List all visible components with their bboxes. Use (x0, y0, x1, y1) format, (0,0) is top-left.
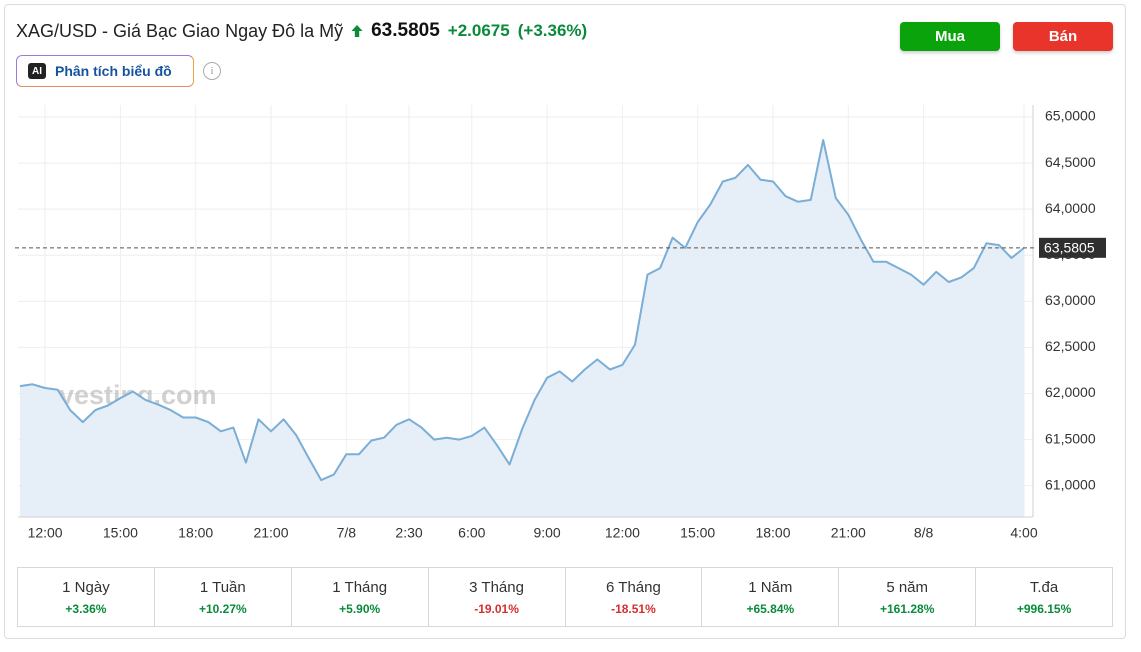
period-label: 5 năm (886, 578, 929, 596)
card (4, 4, 1126, 639)
y-tick-label: 61,5000 (1045, 430, 1096, 446)
x-tick-label: 18:00 (755, 525, 790, 541)
price: 63.5805 (371, 20, 440, 41)
period-change: +161.28% (879, 601, 935, 616)
x-tick-label: 8/8 (914, 525, 934, 541)
current-price-label: 63,5805 (1044, 240, 1095, 256)
line (19, 139, 1025, 482)
period-cell[interactable]: 1 Tháng +5.90% (292, 568, 429, 626)
y-tick-label: 62,5000 (1045, 338, 1096, 354)
period-cell[interactable]: 3 Tháng -19.01% (429, 568, 566, 626)
y-tick-label: 61,0000 (1045, 476, 1096, 492)
info-icon[interactable]: i (203, 62, 221, 80)
x-tick-label: 7/8 (337, 525, 357, 541)
ai-label: Phân tích biểu đồ (55, 63, 172, 79)
ai-button[interactable]: AI Phân tích biểu đồ (16, 55, 194, 87)
up-arrow (351, 25, 363, 37)
x-tick-label: 2:30 (395, 525, 422, 541)
period-change: +5.90% (339, 601, 381, 616)
ai-icon: AI (28, 63, 46, 79)
x-tick-label: 21:00 (253, 525, 288, 541)
period-label: T.đa (1029, 578, 1059, 596)
period-cell[interactable]: 6 Tháng -18.51% (566, 568, 703, 626)
change-percent: (+3.36%) (517, 21, 588, 40)
x-tick-label: 9:00 (533, 525, 560, 541)
y-tick-label: 64,0000 (1045, 200, 1096, 216)
period-change: +65.84% (746, 601, 795, 616)
header: XAG/USD - Giá Bạc Giao Ngay Đô la Mỹ 63.… (16, 20, 587, 42)
title: XAG/USD - Giá Bạc Giao Ngay Đô la Mỹ (16, 20, 344, 41)
sell-button[interactable]: Bán (1013, 22, 1113, 51)
period-label: 1 Ngày (62, 578, 110, 596)
period-label: 1 Tháng (332, 578, 388, 596)
y-tick-label: 63,0000 (1045, 292, 1096, 308)
y-tick-label: 65,0000 (1045, 108, 1096, 124)
period-label: 3 Tháng (469, 578, 524, 596)
period-change: +10.27% (198, 601, 247, 616)
x-tick-label: 15:00 (103, 525, 138, 541)
chart: 61,000061,500062,000062,500063,000063,50… (15, 105, 1106, 541)
y-tick-label: 64,5000 (1045, 154, 1096, 170)
x-tick-label: 12:00 (605, 525, 640, 541)
period-cell[interactable]: 1 Ngày +3.36% (18, 568, 155, 626)
area (20, 140, 1024, 517)
buy-button[interactable]: Mua (900, 22, 1000, 51)
x-tick-label: 4:00 (1010, 525, 1037, 541)
period-cell[interactable]: 5 năm +161.28% (839, 568, 977, 626)
x-tick-label: 6:00 (458, 525, 485, 541)
period-label: 6 Tháng (606, 578, 661, 596)
period-label: 1 Năm (748, 578, 793, 596)
current-price-box (1039, 237, 1106, 258)
period-change: +996.15% (1016, 601, 1072, 616)
period-cell[interactable]: T.đa +996.15% (976, 568, 1112, 626)
x-tick-label: 21:00 (831, 525, 866, 541)
x-tick-label: 15:00 (680, 525, 715, 541)
period-change: -18.51% (611, 601, 656, 616)
x-tick-label: 18:00 (178, 525, 213, 541)
y-tick-label: 62,0000 (1045, 384, 1096, 400)
x-tick-label: 12:00 (28, 525, 63, 541)
change: +2.0675 (447, 21, 510, 40)
period-label: 1 Tuần (199, 578, 246, 596)
period-cell[interactable]: 1 Năm +65.84% (702, 568, 840, 626)
period-change: -19.01% (474, 601, 519, 616)
period-cell[interactable]: 1 Tuần +10.27% (155, 568, 292, 626)
period-table: 1 Ngày +3.36% 1 Tuần +10.27% 1 Tháng +5.90% 3 … (17, 567, 1113, 627)
period-change: +3.36% (65, 601, 107, 616)
